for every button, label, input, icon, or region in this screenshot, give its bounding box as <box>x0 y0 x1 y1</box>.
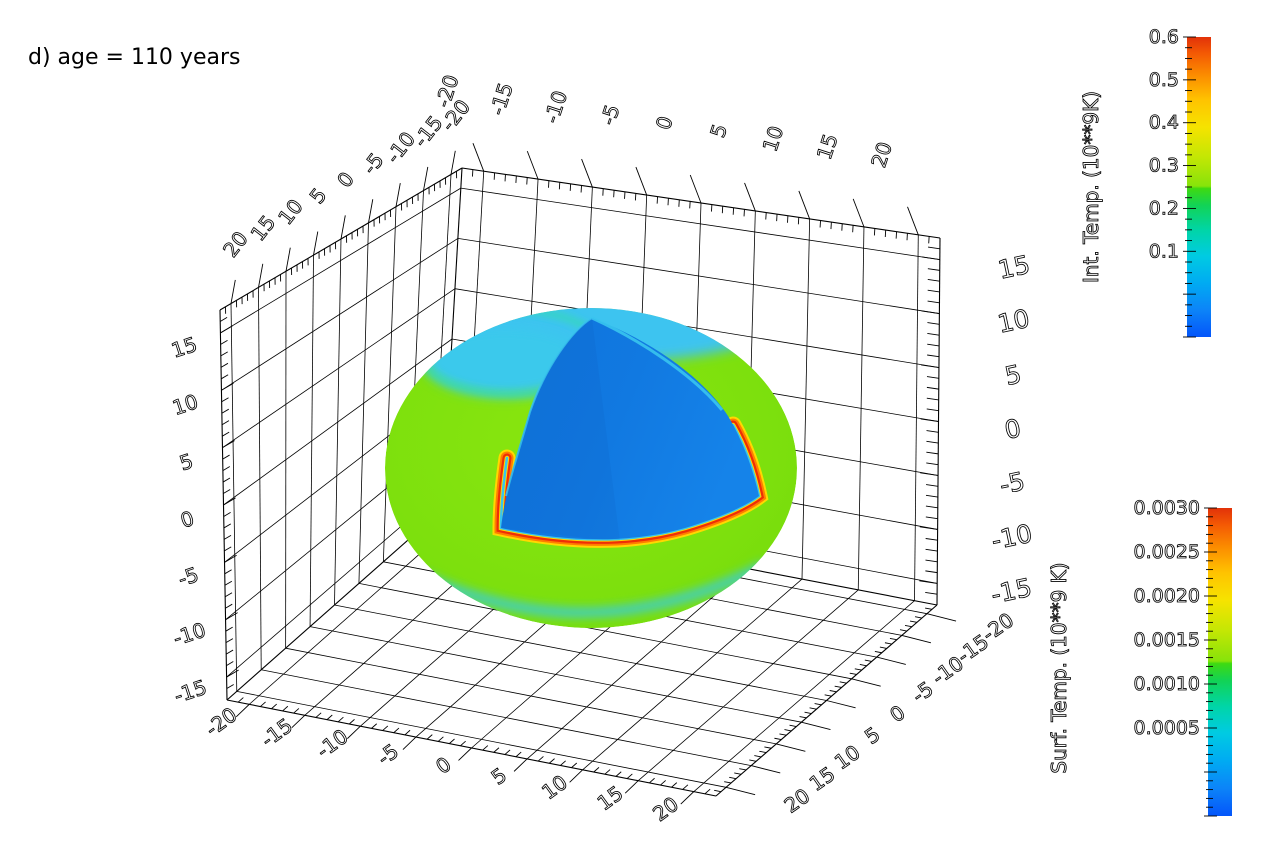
bottom-left-axis-label: 15 <box>593 781 628 815</box>
figure-title: d) age = 110 years <box>28 45 240 70</box>
right-vertical-axis-label: 10 <box>995 304 1032 339</box>
bottom-left-axis: -20 -15 -10 -5 0 5 10 15 20 <box>200 697 711 827</box>
left-vertical-axis-label: 0 <box>178 506 198 533</box>
bottom-left-axis-label: -15 <box>256 713 297 752</box>
right-vertical-axis-label: -15 <box>988 573 1034 610</box>
surface-temp-colorbar-tick-label: 0.0015 <box>1134 629 1200 651</box>
right-vertical-axis-label: 0 <box>1002 413 1024 445</box>
right-vertical-axis-label: 15 <box>995 250 1032 285</box>
left-vertical-axis-label: 5 <box>177 449 197 476</box>
bottom-left-axis-label: 10 <box>537 770 572 804</box>
top-right-axis: -20 -15 -10 -5 0 5 10 15 20 <box>430 71 930 244</box>
internal-temp-colorbar: 0.6 0.5 0.4 0.3 0.2 0.1 Int. Temp. (10**9K) <box>1079 26 1211 338</box>
internal-temp-colorbar-tick-label: 0.3 <box>1149 155 1179 177</box>
top-right-axis-label: -5 <box>596 102 625 128</box>
surface-temp-colorbar-tick-label: 0.0030 <box>1134 497 1200 519</box>
surface-temp-colorbar-tick-label: 0.0005 <box>1134 717 1200 739</box>
cut-edge-left-cyan <box>505 317 593 497</box>
bottom-right-axis-label: 15 <box>805 762 840 796</box>
internal-temp-colorbar-tick-label: 0.1 <box>1149 240 1179 262</box>
bottom-right-axis-label: -5 <box>908 677 938 708</box>
interior-cut-face <box>501 318 759 540</box>
right-vertical-axis-label: 5 <box>1002 359 1024 391</box>
internal-temp-colorbar-tick-label: 0.5 <box>1149 69 1179 91</box>
bottom-cyan-fringe <box>418 561 767 617</box>
top-right-axis-label: -15 <box>485 80 518 118</box>
bottom-right-axis-label: 5 <box>860 722 884 749</box>
top-right-axis-label: 5 <box>705 121 732 141</box>
left-vertical-axis-label: -5 <box>175 562 201 591</box>
top-right-axis-label: 20 <box>866 139 897 171</box>
right-vertical-axis: 15 10 5 0 -5 -10 -15 <box>919 246 1035 610</box>
cutaway-sphere <box>385 308 797 628</box>
cut-face-shading <box>501 318 620 542</box>
bottom-left-axis-label: 20 <box>648 792 683 826</box>
surface-temp-colorbar-tick-label: 0.0025 <box>1134 541 1200 563</box>
surface-temp-colorbar: 0.0030 0.0025 0.0020 0.0015 0.0010 0.0005 Surf… <box>1047 497 1232 817</box>
internal-temp-colorbar-tick-label: 0.6 <box>1149 26 1179 48</box>
left-vertical-axis-label: -15 <box>171 675 209 708</box>
internal-temp-colorbar-tick-label: 0.2 <box>1149 197 1179 219</box>
left-vertical-axis-label: 10 <box>169 389 201 420</box>
right-vertical-axis-label: -5 <box>997 466 1027 500</box>
top-right-axis-label: 10 <box>758 123 789 155</box>
surface-temp-colorbar-tick-label: 0.0020 <box>1134 585 1200 607</box>
left-vertical-axis: 15 10 5 0 -5 -10 -15 <box>168 317 239 708</box>
top-right-axis-label: 15 <box>812 131 843 163</box>
left-vertical-axis-label: 15 <box>168 332 200 363</box>
bottom-left-axis-label: -10 <box>312 724 353 763</box>
top-left-axis-label: 0 <box>332 167 359 192</box>
cut-edge-right-cyan <box>591 316 724 411</box>
bottom-left-axis-label: -20 <box>201 702 242 741</box>
bottom-left-axis-label: 5 <box>487 763 511 790</box>
internal-temp-colorbar-tick-label: 0.4 <box>1149 112 1179 134</box>
bottom-left-axis-label: -5 <box>373 739 403 770</box>
top-right-axis-label: -10 <box>539 88 572 126</box>
top-right-axis-label: 0 <box>651 113 678 133</box>
top-left-axis-label: 5 <box>305 183 332 208</box>
surface-temp-colorbar-title: Surf. Temp. (10**9 K) <box>1047 562 1071 773</box>
bottom-right-axis-label: 0 <box>885 700 909 727</box>
internal-temp-colorbar-title: Int. Temp. (10**9K) <box>1079 91 1103 283</box>
surface-temp-colorbar-tick-label: 0.0010 <box>1134 673 1200 695</box>
bottom-right-axis-label: 10 <box>830 740 865 774</box>
right-vertical-axis-label: -10 <box>989 519 1035 556</box>
left-vertical-axis-label: -10 <box>170 618 208 651</box>
bottom-left-axis-label: 0 <box>431 752 455 779</box>
surface-temp-colorbar-gradient <box>1208 508 1232 816</box>
bottom-right-axis-label: 20 <box>780 783 815 817</box>
